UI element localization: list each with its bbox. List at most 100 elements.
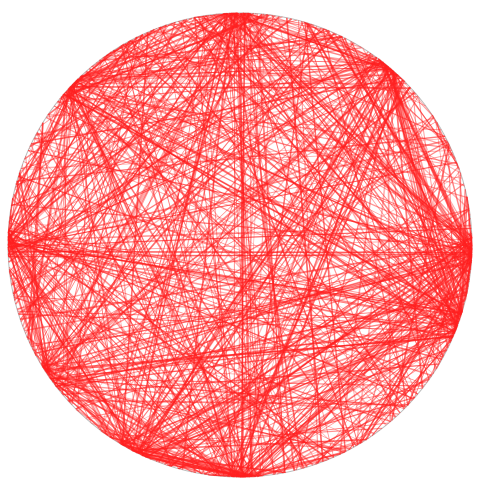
chord-edge: [121, 183, 465, 446]
chord-edge: [16, 135, 445, 182]
chord-edge: [225, 12, 473, 253]
chord-edge: [228, 12, 384, 64]
chord-edge: [56, 174, 462, 387]
chord-edge: [305, 22, 458, 327]
chord-edge: [41, 140, 448, 366]
chord-edge: [140, 65, 388, 455]
chord-edge: [7, 234, 249, 478]
chord-edge: [234, 12, 315, 26]
chord-edge: [124, 43, 245, 478]
chord-edge: [7, 95, 64, 246]
chord-edge: [248, 437, 370, 478]
chord-edge: [7, 252, 419, 395]
chord-edge: [177, 396, 416, 470]
chord-edge: [231, 12, 473, 247]
chord-edge: [64, 30, 329, 94]
chord-edge: [72, 83, 472, 264]
chord-edge: [131, 13, 229, 451]
chord-edge: [84, 63, 386, 74]
chord-edge: [178, 336, 454, 470]
chord-edge: [391, 69, 451, 344]
chord-edge: [41, 15, 208, 367]
chord-edge: [29, 88, 70, 344]
chord-edge: [7, 236, 109, 436]
chord-edge: [16, 180, 47, 372]
chord-edge: [7, 161, 457, 248]
chord-edge: [33, 95, 418, 140]
chord-edge: [52, 381, 352, 450]
chord-edge: [35, 56, 377, 136]
chord-edge: [119, 46, 463, 314]
chord-edge: [34, 353, 123, 446]
chord-edge: [197, 16, 391, 70]
chord-edge: [244, 12, 473, 260]
chord-edge: [181, 13, 233, 470]
chord-edge: [136, 116, 435, 454]
chord-edge: [257, 249, 473, 477]
chord-edge: [135, 86, 411, 454]
chord-edge: [168, 328, 457, 467]
chord-edge: [242, 170, 461, 478]
chord-edge: [8, 229, 330, 460]
chord-edge: [7, 12, 229, 238]
chord-edge: [49, 377, 407, 408]
chord-edge: [7, 244, 107, 435]
chord-edge: [242, 12, 295, 471]
chord-edge: [247, 456, 334, 478]
chord-edge: [36, 121, 437, 358]
chord-edge: [41, 365, 347, 452]
chord-edge: [35, 66, 390, 136]
chord-edge: [247, 12, 470, 210]
chord-edge: [228, 311, 463, 478]
chord-edge: [341, 36, 442, 360]
chord-edge: [240, 12, 418, 396]
chord-edge: [70, 86, 201, 474]
chord-edge: [57, 42, 355, 390]
chord-edge: [391, 70, 461, 321]
chord-edge: [7, 40, 130, 256]
chord-edge: [77, 47, 363, 81]
edge-group: [7, 12, 473, 478]
chord-edge: [214, 52, 372, 476]
chord-edge: [54, 105, 460, 323]
chord-edge: [76, 12, 226, 81]
chord-edge: [389, 68, 405, 409]
chord-edge: [170, 166, 459, 467]
chord-edge: [14, 15, 280, 301]
chord-edge: [9, 28, 325, 278]
chord-edge: [45, 12, 243, 372]
chord-edge: [8, 270, 41, 363]
chord-edge: [7, 254, 92, 424]
chord-edge: [77, 78, 472, 237]
chord-edge: [40, 362, 397, 418]
chord-edge: [141, 454, 210, 476]
chord-edge: [56, 102, 434, 374]
chord-edge: [141, 60, 382, 456]
chord-edge: [23, 12, 226, 160]
chord-edge: [378, 59, 473, 253]
chord-edge: [359, 253, 473, 445]
chord-edge: [72, 12, 245, 85]
chord-edge: [236, 12, 461, 320]
chord-edge: [46, 71, 395, 375]
chord-edge: [7, 233, 53, 381]
chord-edge: [74, 82, 240, 478]
chord-edge: [300, 21, 430, 380]
chord-edge: [28, 149, 283, 474]
chord-edge: [136, 71, 396, 454]
chord-edge: [7, 240, 443, 360]
chord-edge: [109, 243, 473, 438]
chord-edge: [7, 239, 433, 377]
chord-edge: [314, 330, 456, 465]
chord-edge: [44, 32, 336, 372]
chord-edge: [40, 15, 275, 365]
chord-edge: [240, 12, 415, 399]
chord-edge: [250, 402, 411, 478]
chord-edge: [282, 232, 473, 474]
chord-edge: [140, 454, 284, 474]
chord-edge: [20, 138, 447, 171]
chord-edge: [27, 149, 473, 249]
chord-edge: [121, 79, 404, 445]
chord-edge: [257, 151, 453, 477]
chord-edge: [30, 122, 44, 347]
